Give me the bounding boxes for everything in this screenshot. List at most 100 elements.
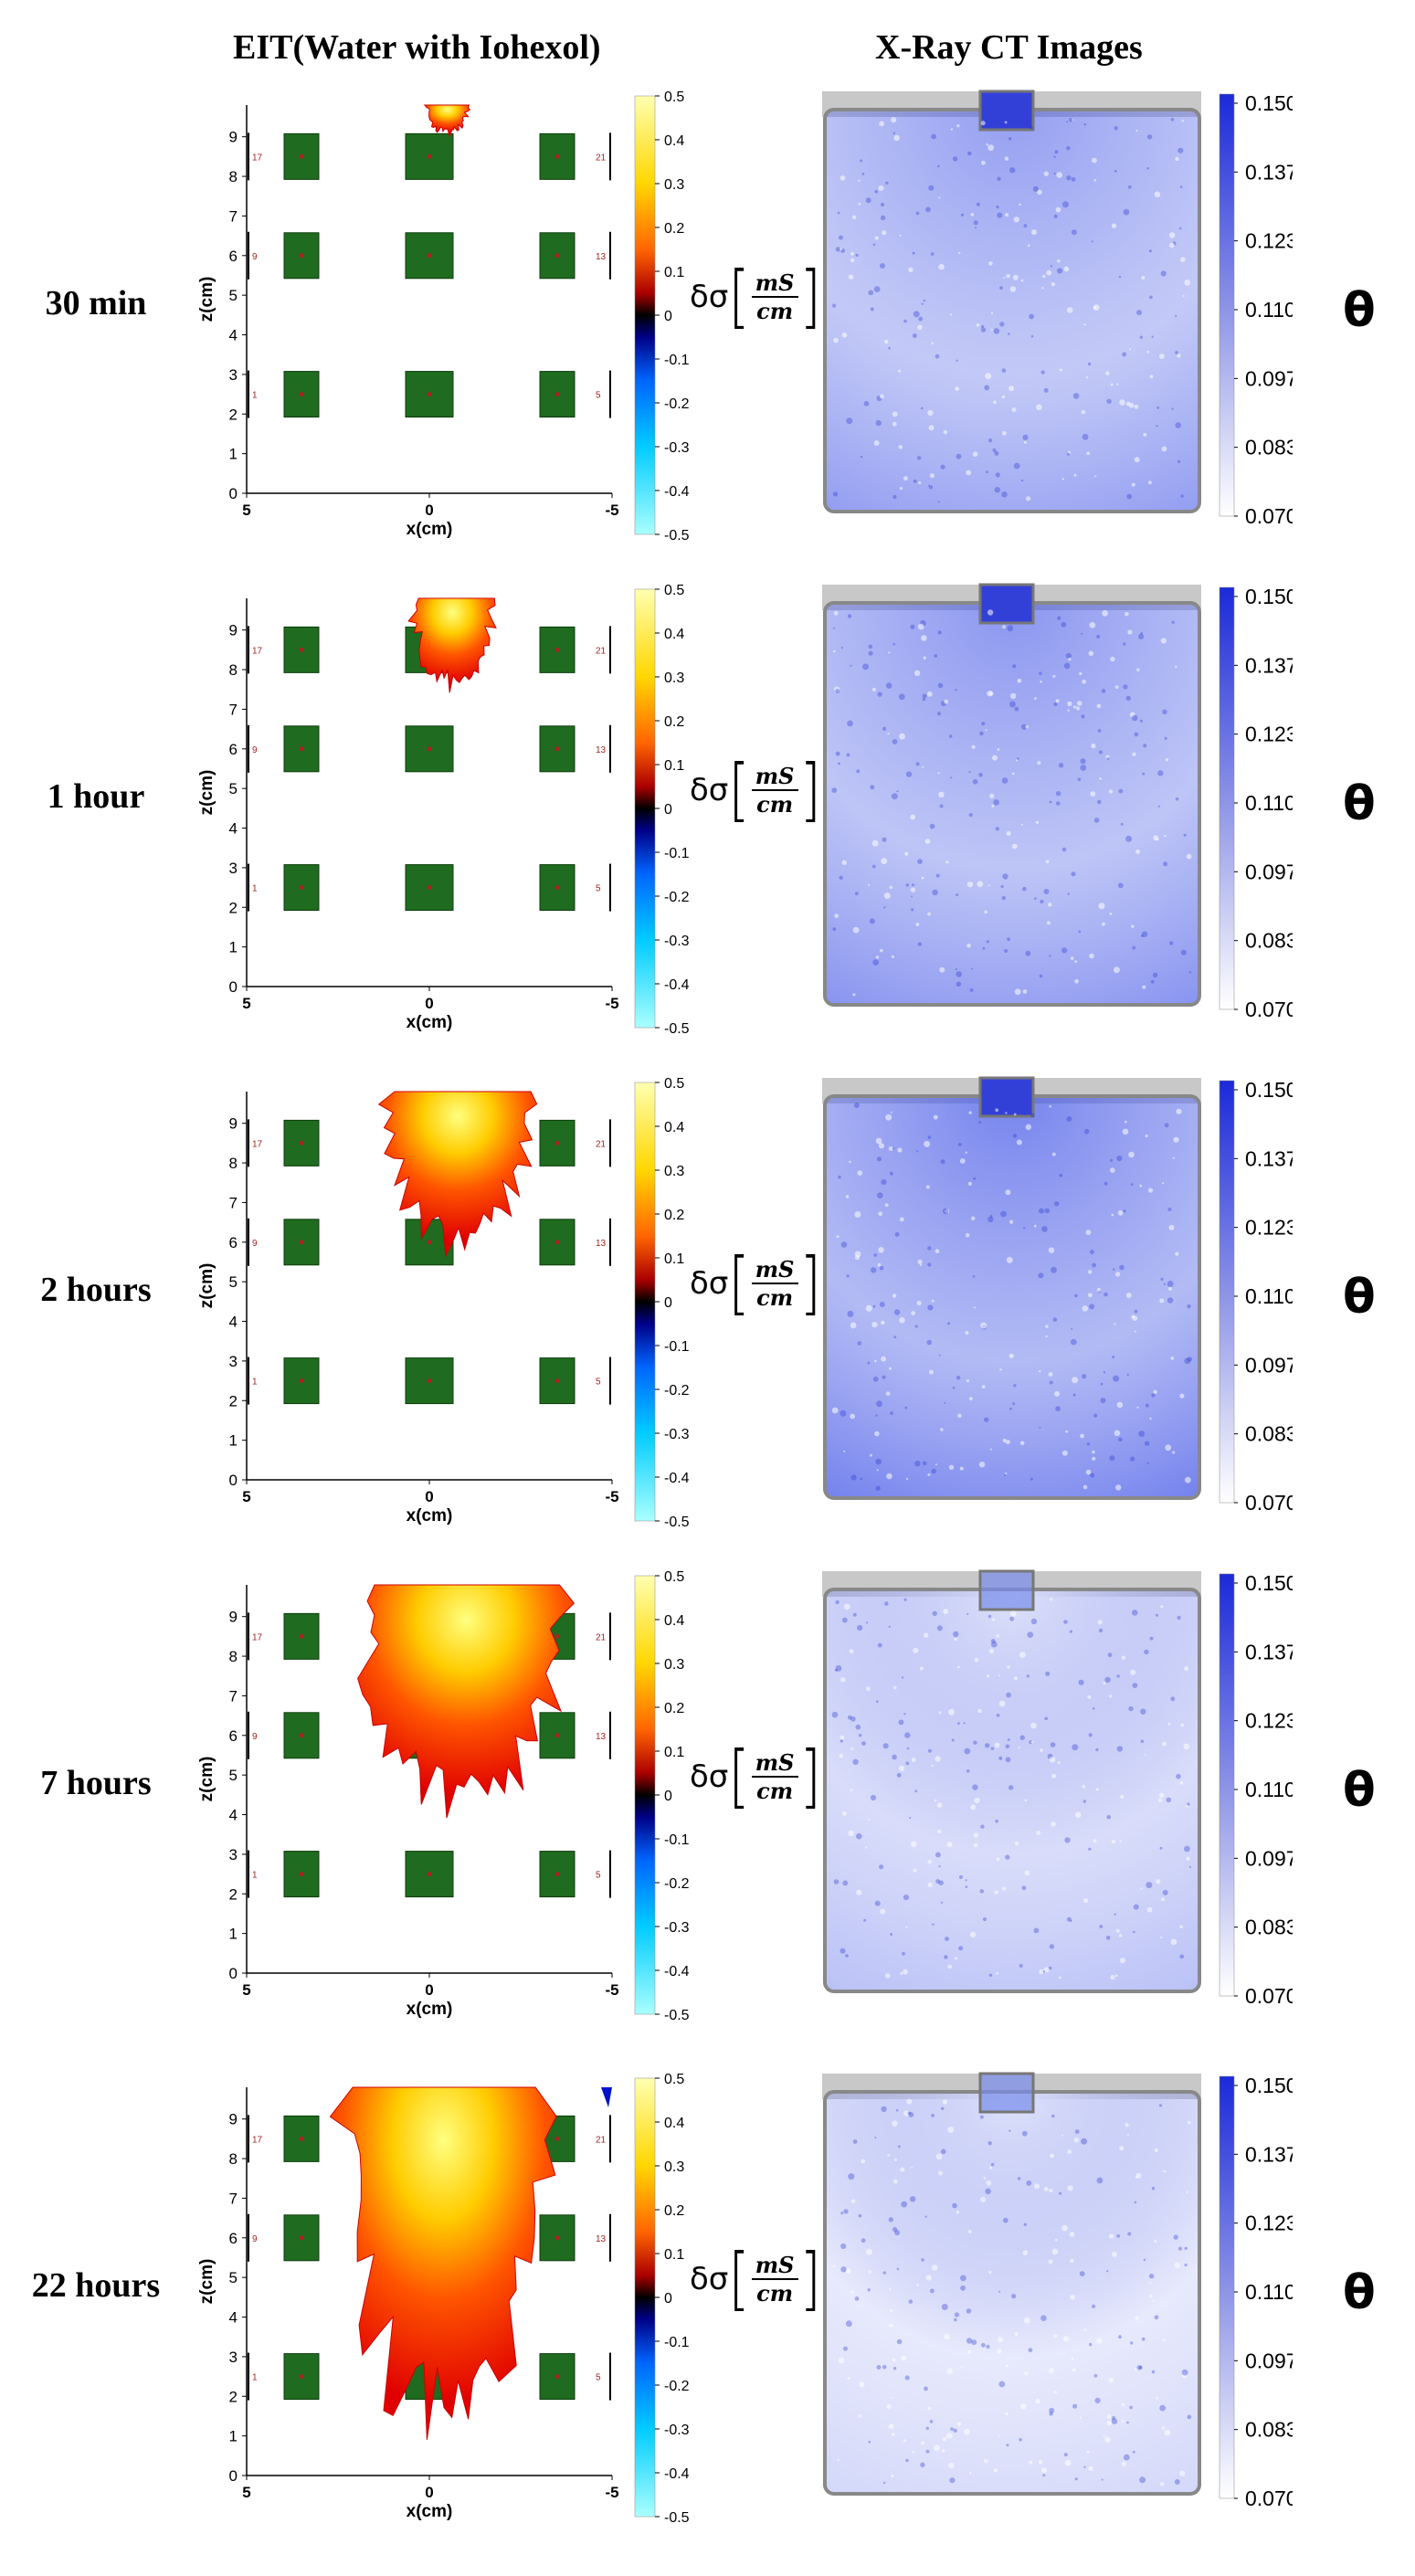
electrode-label-right: 21 — [596, 646, 607, 656]
y-tick-label: 7 — [229, 207, 238, 225]
electrode-block — [539, 371, 576, 418]
ct-colorbar-tick-label: 0.083 — [1245, 1422, 1293, 1446]
x-tick-label: -5 — [605, 2484, 618, 2501]
colorbar-tick-label: 0.5 — [664, 1569, 684, 1585]
time-label: 7 hours — [40, 1764, 152, 1802]
x-tick-label: 0 — [425, 995, 433, 1012]
bracket-right: ] — [799, 1737, 821, 1817]
ct-colorbar-tick-label: 0.097 — [1245, 1353, 1293, 1377]
electrode-dot — [427, 1378, 432, 1384]
y-tick-label: 1 — [229, 1432, 238, 1450]
colorbar-tick-label: -0.1 — [664, 1339, 690, 1355]
delta-sigma-symbol: δσ — [690, 1758, 729, 1795]
electrode-block — [283, 1219, 320, 1266]
electrode-label-right: 13 — [596, 252, 607, 262]
ct-colorbar-tick-label: 0.097 — [1245, 860, 1293, 883]
electrode-block — [539, 1219, 576, 1266]
electrode-dot — [299, 253, 304, 259]
ct-phantom-container — [823, 601, 1201, 1007]
bracket-right: ] — [799, 1243, 821, 1324]
colorbar-tick-label: -0.2 — [664, 1383, 690, 1399]
bracket-left: [ — [728, 1737, 750, 1817]
colorbar-tick-label: 0.1 — [664, 2247, 684, 2263]
time-label: 30 min — [45, 284, 147, 322]
y-tick-label: 1 — [229, 939, 238, 956]
unit-denominator: cm — [756, 298, 794, 324]
colorbar-tick-label: 0.5 — [664, 90, 684, 105]
ct-colorbar-tick-label: 0.083 — [1245, 929, 1293, 953]
electrode-label-left: 17 — [252, 1632, 263, 1642]
electrode-label-right: 5 — [596, 884, 601, 894]
x-tick-label: 5 — [242, 501, 250, 519]
electrode-dot — [299, 1733, 304, 1738]
ct-colorbar — [1219, 93, 1235, 517]
ct-image-panel: 0.150 0.137 0.123 0.110 0.097 0.083 0.070 — [822, 2072, 1293, 2510]
electrode-dot — [299, 153, 304, 159]
colorbar-tick-label: -0.5 — [664, 1021, 690, 1037]
electrode-dot — [554, 1378, 560, 1384]
y-tick-label: 6 — [229, 248, 238, 265]
bracket-right: ] — [799, 2239, 821, 2319]
x-axis-label: x(cm) — [407, 520, 453, 539]
x-tick-label: -5 — [605, 1981, 618, 1999]
y-tick-label: 8 — [229, 2150, 238, 2168]
y-tick-label: 6 — [229, 1727, 238, 1745]
x-tick-label: -5 — [605, 1488, 618, 1505]
theta-label: θ — [1343, 776, 1376, 831]
colorbar-tick-label: -0.3 — [664, 1427, 690, 1442]
colorbar-tick-label: 0.3 — [664, 1164, 684, 1179]
ct-speckle-texture — [831, 1598, 1191, 1980]
y-tick-label: 0 — [229, 485, 238, 502]
electrode-dot — [554, 2136, 560, 2141]
bracket-left: [ — [728, 257, 750, 337]
ct-colorbar-tick-label: 0.070 — [1245, 1984, 1293, 2008]
colorbar-tick-label: -0.4 — [664, 1471, 690, 1486]
electrode-dot — [299, 647, 304, 652]
colorbar-tick-label: 0.1 — [664, 758, 684, 774]
unit-numerator: mS — [751, 269, 798, 298]
x-tick-label: -5 — [605, 995, 618, 1012]
y-tick-label: 4 — [229, 1807, 238, 1824]
y-tick-label: 5 — [229, 1273, 238, 1291]
electrode-dot — [299, 1240, 304, 1245]
electrode-label-left: 17 — [252, 646, 263, 656]
x-tick-label: 0 — [425, 1488, 433, 1505]
theta-label: θ — [1343, 2265, 1376, 2320]
x-tick-label: 5 — [242, 2484, 250, 2501]
ct-colorbar-tick-label: 0.097 — [1245, 2349, 1293, 2372]
electrode-label-right: 13 — [596, 745, 607, 755]
colorbar-tick-label: -0.2 — [664, 1876, 690, 1892]
electrode-label-left: 17 — [252, 2135, 263, 2145]
electrode-dot — [554, 1733, 560, 1738]
colorbar-tick-label: -0.2 — [664, 396, 690, 412]
electrode-label-left: 17 — [252, 1139, 263, 1149]
ct-image-panel: 0.150 0.137 0.123 0.110 0.097 0.083 0.070 — [822, 1076, 1293, 1515]
y-tick-label: 2 — [229, 406, 238, 423]
colorbar-tick-label: -0.4 — [664, 484, 690, 500]
electrode-label-right: 5 — [596, 391, 601, 401]
y-tick-label: 5 — [229, 2269, 238, 2286]
electrode-label-left: 9 — [252, 1732, 258, 1742]
electrode-label-right: 5 — [596, 2373, 601, 2383]
electrode-dot — [554, 2374, 560, 2380]
ct-colorbar — [1219, 586, 1235, 1010]
y-tick-label: 9 — [229, 622, 238, 639]
conductivity-plume — [377, 1091, 538, 1258]
y-tick-label: 3 — [229, 2349, 238, 2366]
y-tick-label: 7 — [229, 1687, 238, 1705]
electrode-block — [405, 132, 454, 180]
y-tick-label: 3 — [229, 366, 238, 384]
electrode-dot — [299, 2374, 304, 2380]
electrode-dot — [299, 1872, 304, 1877]
y-tick-label: 0 — [229, 1965, 238, 1982]
electrode-label-left: 9 — [252, 2234, 258, 2244]
electrode-dot — [554, 253, 560, 259]
electrode-label-left: 1 — [252, 1378, 258, 1388]
colorbar-tick-label: 0.5 — [664, 583, 684, 598]
ct-phantom-container — [823, 1588, 1201, 1993]
eit-colorbar — [634, 588, 656, 1029]
electrode-label-right: 5 — [596, 1378, 601, 1388]
colorbar-tick-label: -0.3 — [664, 934, 690, 949]
